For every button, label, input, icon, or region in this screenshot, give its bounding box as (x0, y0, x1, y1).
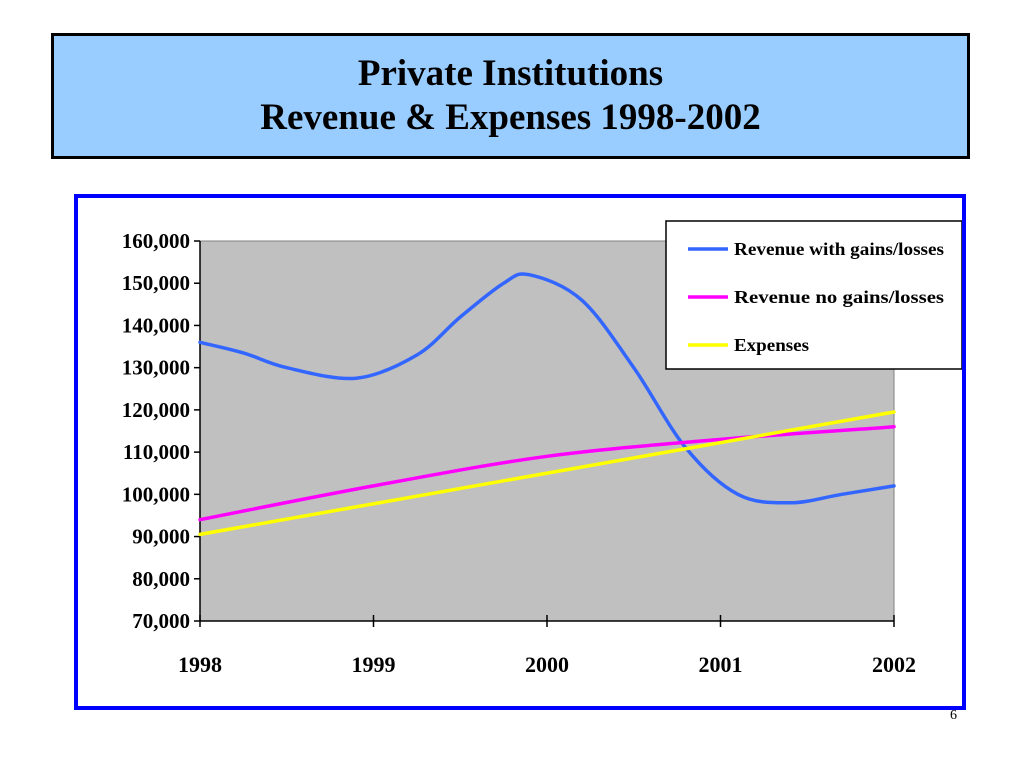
series-line-1 (198, 272, 896, 505)
legend: Revenue with gains/losses Revenue no gain… (665, 220, 962, 370)
series-line-2 (198, 425, 896, 522)
y-tick-label: 130,000 (122, 356, 190, 380)
chart-frame: 160,000 150,000 140,000 130,000 120,000 110,0… (74, 194, 966, 710)
legend-label: Revenue no gains/losses (734, 287, 944, 307)
x-tick-label: 1999 (352, 652, 396, 677)
axes: 160,000 150,000 140,000 130,000 120,000 110,0… (122, 229, 916, 677)
x-tick-label: 2002 (872, 652, 916, 677)
line-chart: 160,000 150,000 140,000 130,000 120,000 110,0… (122, 220, 962, 677)
y-tick-label: 100,000 (122, 482, 190, 506)
y-tick-label: 90,000 (132, 525, 190, 549)
x-tick-label: 2001 (699, 652, 743, 677)
legend-label: Revenue with gains/losses (734, 239, 944, 259)
y-tick-label: 110,000 (123, 440, 190, 464)
title-box: Private Institutions Revenue & Expenses … (51, 33, 970, 159)
y-tick-label: 150,000 (122, 271, 190, 295)
y-tick-label: 160,000 (122, 229, 190, 253)
x-tick-label: 1998 (178, 652, 222, 677)
slide-title-line1: Private Institutions (357, 53, 664, 94)
x-tick-label: 2000 (525, 652, 569, 677)
y-tick-label: 140,000 (122, 313, 190, 337)
series-layer (198, 272, 896, 537)
page-number: 6 (950, 708, 957, 723)
y-tick-label: 70,000 (132, 609, 190, 633)
y-tick-label: 80,000 (132, 567, 190, 591)
series-line-3 (198, 410, 896, 537)
y-tick-label: 120,000 (122, 398, 190, 422)
legend-label: Expenses (734, 335, 809, 355)
slide-title-line2: Revenue & Expenses 1998-2002 (260, 97, 761, 138)
